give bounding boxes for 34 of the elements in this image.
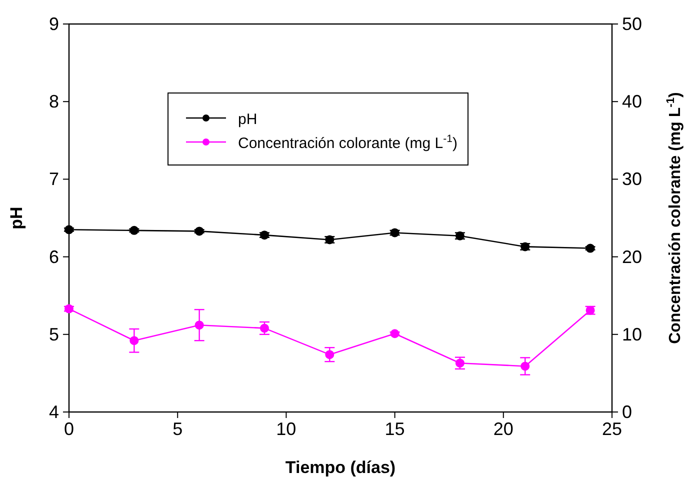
y-axis-title: pH <box>7 206 26 230</box>
point <box>325 350 334 360</box>
x-tick-label: 5 <box>172 419 183 439</box>
y-tick-label: 9 <box>48 14 59 34</box>
x-tick-label: 15 <box>384 419 405 439</box>
point <box>520 362 530 371</box>
x-tick-label: 20 <box>493 419 514 439</box>
point <box>64 225 74 234</box>
y-tick-label: 4 <box>48 402 59 422</box>
point <box>194 320 204 330</box>
legend-label: Concentración colorante (mg L$^{-1}$) <box>238 133 458 152</box>
point <box>260 324 269 333</box>
y2-tick-label: 40 <box>622 92 642 112</box>
point <box>260 230 269 240</box>
x-tick-label: 10 <box>276 419 296 439</box>
x-tick-label: 25 <box>602 419 622 439</box>
x-tick-label: 0 <box>64 419 74 439</box>
y2-tick-label: 10 <box>622 324 642 344</box>
y2-tick-label: 0 <box>622 402 632 422</box>
point <box>194 226 204 236</box>
point <box>130 336 139 346</box>
legend-label: pH <box>238 111 258 128</box>
y2-tick-label: 50 <box>622 14 642 34</box>
y2-tick-label: 20 <box>622 246 642 267</box>
y-tick-label: 7 <box>48 169 59 190</box>
y-tick-label: 6 <box>48 246 59 267</box>
x-axis-title: Tiempo (días) <box>285 458 396 477</box>
y-tick-label: 8 <box>48 92 59 112</box>
point <box>130 226 139 235</box>
point <box>390 329 400 338</box>
y2-tick-label: 30 <box>622 169 642 190</box>
y-tick-label: 5 <box>48 324 59 344</box>
point <box>586 244 595 253</box>
point <box>64 304 74 314</box>
